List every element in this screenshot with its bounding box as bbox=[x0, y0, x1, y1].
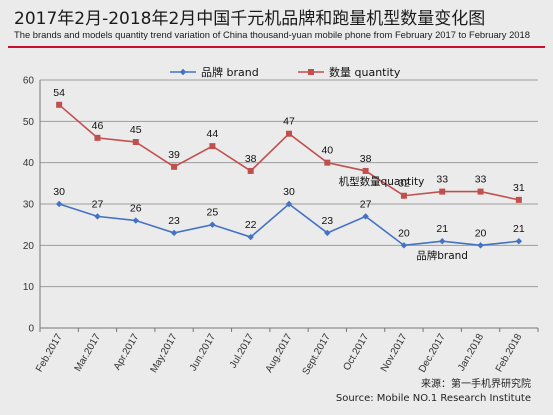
data-point bbox=[285, 200, 293, 208]
data-label: 27 bbox=[360, 198, 372, 210]
y-tick-label: 0 bbox=[28, 324, 34, 335]
legend-marker bbox=[179, 68, 187, 76]
data-point bbox=[324, 159, 331, 166]
data-point bbox=[362, 213, 369, 220]
data-point bbox=[55, 200, 63, 208]
x-tick-label: Jan.2018 bbox=[456, 332, 486, 374]
x-tick-label: Mar.2017 bbox=[73, 332, 104, 374]
x-tick-label: Feb.2018 bbox=[494, 332, 525, 374]
data-point bbox=[477, 188, 484, 195]
y-tick-label: 60 bbox=[23, 76, 35, 87]
y-tick-label: 30 bbox=[23, 200, 35, 211]
x-tick-label: Sept.2017 bbox=[301, 332, 334, 377]
data-point bbox=[247, 233, 254, 241]
data-point bbox=[209, 221, 216, 228]
data-point bbox=[209, 143, 216, 150]
data-label: 38 bbox=[360, 153, 372, 165]
data-label: 20 bbox=[398, 227, 410, 239]
legend-marker bbox=[308, 69, 314, 75]
data-label: 33 bbox=[436, 174, 448, 186]
series-annotation: 品牌brand bbox=[416, 249, 468, 262]
data-point bbox=[400, 192, 407, 199]
data-label: 23 bbox=[321, 215, 333, 227]
legend-label: 数量 quantity bbox=[329, 66, 401, 79]
data-label: 39 bbox=[168, 149, 180, 161]
data-label: 26 bbox=[130, 203, 142, 215]
data-label: 21 bbox=[513, 223, 525, 235]
data-point bbox=[132, 139, 139, 145]
data-point bbox=[94, 134, 101, 141]
x-tick-label: Jul.2017 bbox=[228, 332, 257, 371]
data-point bbox=[94, 213, 101, 220]
data-label: 31 bbox=[513, 182, 525, 194]
data-label: 38 bbox=[245, 153, 257, 165]
data-point bbox=[324, 229, 331, 237]
data-label: 22 bbox=[245, 219, 257, 231]
data-point bbox=[171, 163, 178, 170]
source-cn: 来源：第一手机界研究院 bbox=[421, 379, 531, 390]
data-point bbox=[362, 167, 369, 174]
y-tick-label: 50 bbox=[23, 117, 35, 128]
chart-subtitle: The brands and models quantity trend var… bbox=[14, 29, 530, 40]
x-tick-label: Jun.2017 bbox=[188, 332, 218, 374]
source-en: Source: Mobile NO.1 Research Institute bbox=[335, 393, 531, 404]
data-point bbox=[400, 242, 408, 249]
data-label: 23 bbox=[168, 215, 180, 227]
data-point bbox=[439, 188, 446, 195]
data-label: 46 bbox=[92, 120, 104, 132]
series-annotation: 机型数量quantity bbox=[339, 175, 425, 188]
data-point bbox=[515, 196, 522, 203]
chart-title: 2017年2月-2018年2月中国千元机品牌和跑量机型数量变化图 bbox=[14, 9, 486, 29]
data-label: 45 bbox=[130, 124, 142, 136]
data-label: 33 bbox=[475, 174, 487, 186]
data-label: 54 bbox=[53, 87, 65, 99]
data-label: 30 bbox=[53, 186, 65, 198]
y-tick-label: 20 bbox=[23, 241, 35, 252]
data-point bbox=[515, 238, 523, 245]
data-label: 30 bbox=[283, 186, 295, 198]
y-tick-label: 40 bbox=[23, 158, 35, 169]
data-label: 27 bbox=[92, 198, 104, 210]
data-point bbox=[439, 238, 446, 245]
x-tick-label: May.2017 bbox=[149, 332, 180, 375]
data-label: 40 bbox=[321, 145, 333, 157]
series-line-0 bbox=[58, 202, 519, 247]
x-tick-label: Dec.2017 bbox=[417, 332, 448, 375]
data-point bbox=[132, 217, 139, 224]
legend-label: 品牌 brand bbox=[201, 65, 259, 79]
data-label: 44 bbox=[207, 128, 219, 140]
x-tick-label: Apr.2017 bbox=[112, 332, 142, 373]
data-point bbox=[247, 167, 254, 174]
title-divider bbox=[8, 46, 545, 48]
data-point bbox=[286, 130, 292, 137]
data-label: 25 bbox=[207, 207, 219, 219]
data-point bbox=[170, 229, 178, 237]
data-point bbox=[477, 242, 484, 249]
x-tick-label: Feb.2017 bbox=[34, 332, 65, 374]
y-tick-label: 10 bbox=[23, 282, 35, 293]
data-label: 21 bbox=[436, 223, 448, 235]
data-label: 32 bbox=[398, 178, 410, 190]
data-point bbox=[56, 101, 63, 108]
x-tick-label: Nov.2017 bbox=[379, 332, 410, 374]
data-label: 47 bbox=[283, 116, 295, 128]
source-note: 来源：第一手机界研究院 Source: Mobile NO.1 Research… bbox=[336, 378, 531, 406]
x-tick-label: Aug.2017 bbox=[264, 332, 295, 375]
data-label: 20 bbox=[475, 227, 487, 239]
x-tick-label: Oct.2017 bbox=[341, 332, 371, 373]
